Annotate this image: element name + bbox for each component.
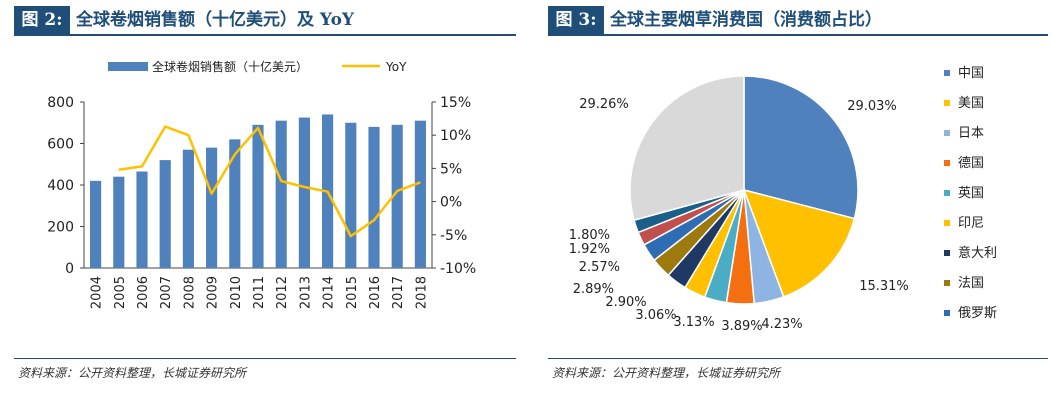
x-tick-label: 2006 bbox=[136, 276, 151, 309]
legend-swatch bbox=[944, 130, 950, 136]
legend-swatch bbox=[944, 100, 950, 106]
pie-slice bbox=[743, 75, 859, 220]
left-tick-label: 800 bbox=[47, 95, 74, 111]
right-tick-label: 5% bbox=[440, 161, 462, 177]
pie-value-label: 1.80% bbox=[569, 228, 610, 243]
x-tick-label: 2005 bbox=[113, 276, 128, 309]
bar bbox=[275, 120, 287, 268]
left-tick-label: 400 bbox=[47, 178, 74, 194]
legend-label: 印尼 bbox=[958, 216, 984, 231]
pie-value-label: 3.13% bbox=[673, 315, 714, 330]
x-tick-label: 2007 bbox=[159, 276, 174, 309]
x-tick-label: 2009 bbox=[206, 276, 221, 309]
x-tick-label: 2004 bbox=[90, 276, 105, 309]
bar-line-panel: 图 2: 全球卷烟销售额（十亿美元）及 YoY 全球卷烟销售额（十亿美元） YoY… bbox=[0, 0, 520, 412]
pie-value-label: 4.23% bbox=[761, 317, 802, 332]
figure-2-tag: 图 2: bbox=[14, 6, 70, 34]
sales-bar-line-chart: 全球卷烟销售额（十亿美元） YoY 0 200 400 600 800 -10% -5% 0% 5%… bbox=[47, 59, 476, 309]
legend-swatch bbox=[944, 160, 950, 166]
pie-value-label: 29.03% bbox=[847, 99, 897, 114]
x-tick-label: 2014 bbox=[322, 276, 337, 309]
legend-swatch bbox=[944, 310, 950, 316]
legend-swatch bbox=[944, 70, 950, 76]
figure-2-title-bar: 图 2: 全球卷烟销售额（十亿美元）及 YoY bbox=[14, 6, 516, 36]
bar bbox=[90, 180, 102, 268]
right-tick-label: 10% bbox=[440, 128, 471, 144]
legend-swatch bbox=[944, 250, 950, 256]
consumption-pie-chart: 29.03% 15.31% 4.23%3.89% 3.13%3.06%2.90%2.8… bbox=[569, 66, 997, 334]
pie-value-label: 3.89% bbox=[721, 319, 762, 334]
pie-value-label: 15.31% bbox=[859, 279, 909, 294]
right-tick-label: -5% bbox=[440, 228, 467, 244]
source-divider bbox=[14, 358, 516, 359]
legend-line-label: YoY bbox=[385, 60, 407, 74]
x-tick-label: 2010 bbox=[229, 276, 244, 309]
x-tick-label: 2008 bbox=[182, 276, 197, 309]
figure-2-source: 资料来源：公开资料整理，长城证券研究所 bbox=[18, 366, 247, 380]
x-tick-label: 2013 bbox=[298, 276, 313, 309]
bar bbox=[298, 117, 310, 268]
left-tick-label: 600 bbox=[47, 137, 74, 153]
legend-label: 意大利 bbox=[958, 245, 997, 261]
pie-value-label: 2.90% bbox=[605, 295, 646, 310]
x-tick-label: 2016 bbox=[368, 276, 383, 309]
pie-slice bbox=[742, 188, 856, 298]
legend-swatch bbox=[944, 220, 950, 226]
legend-label: 德国 bbox=[958, 156, 984, 171]
legend-label: 俄罗斯 bbox=[958, 306, 997, 321]
figure-3-title: 全球主要烟草消费国（消费额占比） bbox=[610, 10, 882, 30]
pie-value-label: 29.26% bbox=[579, 97, 629, 112]
right-tick-label: -10% bbox=[440, 261, 476, 277]
legend-label: 日本 bbox=[958, 126, 984, 141]
x-tick-label: 2012 bbox=[275, 276, 290, 309]
pie-slice bbox=[629, 75, 745, 222]
pie-value-label: 2.57% bbox=[579, 260, 620, 275]
pie-value-label: 2.89% bbox=[573, 282, 614, 297]
legend-bar-label: 全球卷烟销售额（十亿美元） bbox=[152, 59, 308, 74]
yoy-line bbox=[118, 125, 421, 238]
figure-3-source: 资料来源：公开资料整理，长城证券研究所 bbox=[552, 366, 781, 380]
legend-label: 英国 bbox=[958, 186, 984, 201]
bar bbox=[414, 120, 426, 268]
bar bbox=[229, 139, 241, 268]
legend-label: 中国 bbox=[958, 66, 984, 81]
figure-3-title-bar: 图 3: 全球主要烟草消费国（消费额占比） bbox=[548, 6, 1048, 36]
legend-label: 美国 bbox=[958, 96, 984, 111]
bar bbox=[391, 124, 403, 268]
legend-label: 法国 bbox=[958, 276, 984, 291]
right-tick-label: 0% bbox=[440, 195, 462, 211]
legend-swatch bbox=[944, 190, 950, 196]
x-tick-label: 2018 bbox=[414, 276, 429, 309]
figure-2-title: 全球卷烟销售额（十亿美元）及 YoY bbox=[76, 10, 355, 30]
bar bbox=[206, 147, 218, 268]
pie-panel: 图 3: 全球主要烟草消费国（消费额占比） 29.03% 15.31% 4.23% 3… bbox=[534, 0, 1052, 412]
legend-bar-swatch bbox=[108, 62, 148, 71]
x-tick-label: 2011 bbox=[252, 276, 267, 309]
bar bbox=[136, 171, 148, 268]
bar bbox=[368, 126, 380, 269]
bar bbox=[345, 122, 357, 268]
source-divider bbox=[548, 358, 1048, 359]
x-tick-label: 2015 bbox=[345, 276, 360, 309]
left-tick-label: 0 bbox=[65, 261, 74, 277]
pie-value-label: 1.92% bbox=[569, 242, 610, 257]
bar bbox=[252, 124, 264, 268]
legend-swatch bbox=[944, 280, 950, 286]
bar bbox=[159, 160, 171, 268]
x-tick-label: 2017 bbox=[391, 276, 406, 309]
bar bbox=[113, 176, 125, 268]
left-tick-label: 200 bbox=[47, 220, 74, 236]
bar bbox=[182, 149, 194, 268]
figure-3-tag: 图 3: bbox=[548, 6, 604, 34]
pie-value-label: 3.06% bbox=[635, 308, 676, 323]
right-tick-label: 15% bbox=[440, 95, 471, 111]
